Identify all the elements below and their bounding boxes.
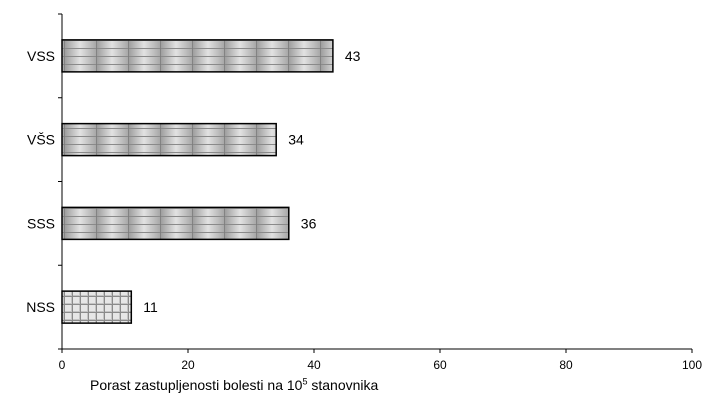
bar-sss — [61, 206, 290, 241]
chart-labels: VSS 43 VŠS 34 SSS 36 NSS 11 — [26, 48, 360, 315]
x-tick-label: 80 — [559, 358, 573, 372]
value-label: 11 — [143, 299, 158, 315]
category-label: SSS — [27, 215, 55, 231]
bar-nss — [61, 290, 133, 324]
x-tick-label: 20 — [181, 358, 195, 372]
value-label: 43 — [345, 48, 361, 64]
x-tick-label: 60 — [433, 358, 447, 372]
value-label: 36 — [301, 215, 317, 231]
x-axis-label-text: Porast zastupljenosti bolesti na 10 — [90, 377, 303, 393]
x-tick-label: 0 — [59, 358, 66, 372]
category-label: VSS — [27, 48, 55, 64]
bar-všs — [61, 122, 277, 157]
category-label: NSS — [26, 299, 55, 315]
x-tick-label: 100 — [682, 358, 702, 372]
chart-bars — [61, 39, 334, 324]
value-label: 34 — [288, 132, 304, 148]
category-label: VŠS — [27, 132, 55, 148]
x-axis-label-superscript: 5 — [302, 376, 308, 387]
x-axis-label-suffix: stanovnika — [307, 377, 379, 393]
bar-vss — [61, 39, 334, 73]
x-tick-label: 40 — [307, 358, 321, 372]
x-axis-label: Porast zastupljenosti bolesti na 105 sta… — [90, 377, 378, 393]
